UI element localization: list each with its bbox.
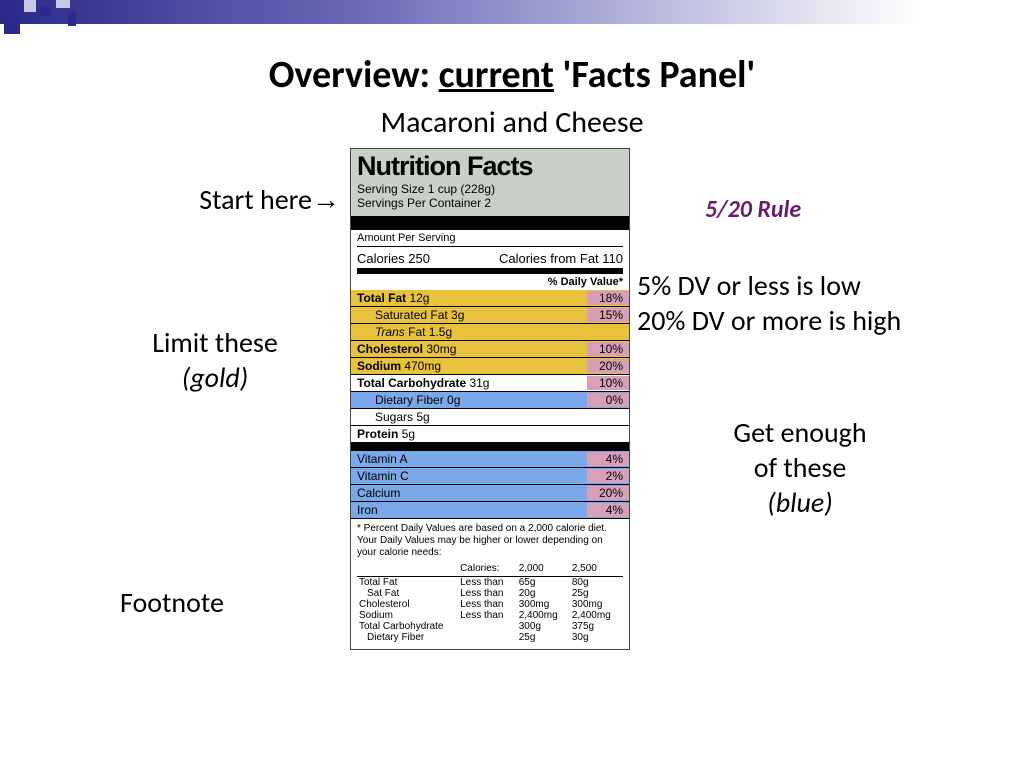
nutrient-row: Saturated Fat 3g15% xyxy=(351,307,629,324)
calories-row: Calories 250 Calories from Fat 110 xyxy=(357,247,623,268)
arrow-right-icon: → xyxy=(312,184,340,215)
vitamin-row: Calcium20% xyxy=(351,485,629,502)
footnote-row: Total Carbohydrate300g375g xyxy=(357,621,623,632)
nutrient-row: Sugars 5g xyxy=(351,409,629,426)
footnote-row: Sat FatLess than20g25g xyxy=(357,588,623,599)
nutrition-facts-panel: Nutrition Facts Serving Size 1 cup (228g… xyxy=(350,148,630,650)
annotation-rule-lines: 5% DV or less is low 20% DV or more is h… xyxy=(637,268,1017,338)
divider-med xyxy=(351,443,629,451)
footnote-row: SodiumLess than2,400mg2,400mg xyxy=(357,610,623,621)
daily-value-header: % Daily Value* xyxy=(357,268,623,290)
amount-per-serving: Amount Per Serving xyxy=(357,230,623,247)
panel-footnote-text: * Percent Daily Values are based on a 2,… xyxy=(351,519,629,563)
nutrient-rows: Total Fat 12g18%Saturated Fat 3g15%Trans… xyxy=(351,290,629,443)
divider-thick xyxy=(351,216,629,230)
annotation-get-enough: Get enough of these (blue) xyxy=(660,415,940,520)
corner-pixel-deco xyxy=(0,0,100,40)
vitamin-row: Vitamin A4% xyxy=(351,451,629,468)
slide-top-gradient xyxy=(0,0,1024,24)
slide-title: Overview: current 'Facts Panel' xyxy=(0,52,1024,98)
footnote-row: CholesterolLess than300mg300mg xyxy=(357,599,623,610)
vitamin-row: Vitamin C2% xyxy=(351,468,629,485)
serving-size: Serving Size 1 cup (228g) xyxy=(357,182,623,196)
vitamin-rows: Vitamin A4%Vitamin C2%Calcium20%Iron4% xyxy=(351,451,629,519)
nutrient-row: Total Carbohydrate 31g10% xyxy=(351,375,629,392)
nutrient-row: Trans Fat 1.5g xyxy=(351,324,629,341)
footnote-table: Calories: 2,000 2,500 Total FatLess than… xyxy=(357,563,623,643)
nutrient-row: Dietary Fiber 0g0% xyxy=(351,392,629,409)
annotation-footnote: Footnote xyxy=(120,585,300,620)
nutrient-row: Total Fat 12g18% xyxy=(351,290,629,307)
slide-subtitle: Macaroni and Cheese xyxy=(0,104,1024,141)
nutrient-row: Protein 5g xyxy=(351,426,629,443)
annotation-start-here: Start here→ xyxy=(110,182,340,217)
nutrient-row: Cholesterol 30mg10% xyxy=(351,341,629,358)
panel-title: Nutrition Facts xyxy=(357,151,623,182)
panel-header: Nutrition Facts Serving Size 1 cup (228g… xyxy=(351,149,629,216)
servings-per-container: Servings Per Container 2 xyxy=(357,196,623,210)
footnote-row: Total FatLess than65g80g xyxy=(357,577,623,589)
annotation-rule-heading: 5/20 Rule xyxy=(705,195,801,224)
nutrient-row: Sodium 470mg20% xyxy=(351,358,629,375)
footnote-table-header: Calories: 2,000 2,500 xyxy=(357,563,623,577)
annotation-limit-these: Limit these (gold) xyxy=(110,325,320,395)
vitamin-row: Iron4% xyxy=(351,502,629,519)
footnote-row: Dietary Fiber25g30g xyxy=(357,632,623,643)
